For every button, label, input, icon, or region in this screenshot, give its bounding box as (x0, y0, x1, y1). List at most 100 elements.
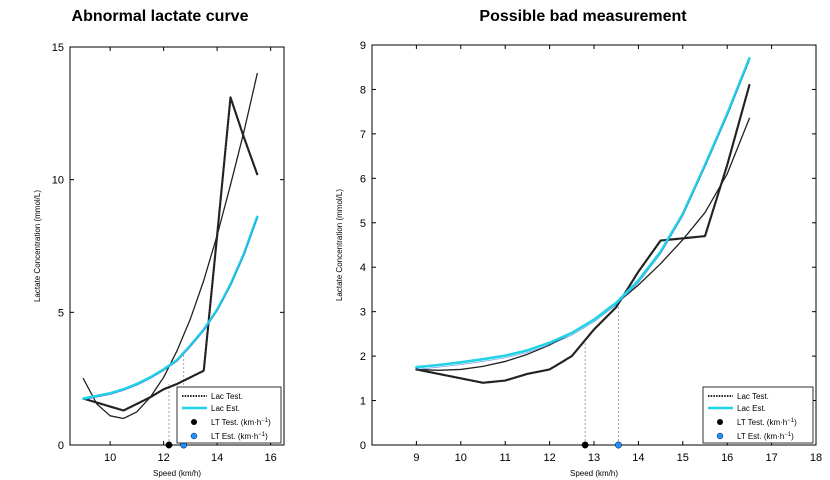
plot-frame (69, 46, 285, 446)
series-cyan-line (415, 57, 751, 369)
series-point (748, 57, 751, 59)
series-cyan-line (82, 215, 259, 400)
series-point (526, 373, 529, 375)
series-point (704, 235, 706, 237)
x-tick-label: 10 (455, 452, 467, 464)
legend-label-lac-est: Lac Est. (737, 404, 766, 413)
series-point (593, 328, 595, 331)
series-point (163, 388, 165, 390)
series-point (109, 405, 111, 408)
series-point (136, 411, 138, 413)
legend-superscript: −1 (784, 432, 792, 438)
x-tick-label: 16 (265, 452, 277, 464)
series-point (504, 360, 506, 363)
y-axis-label: Lactate Concentration (mmol/L) (335, 189, 344, 301)
series-point (660, 263, 662, 265)
legend-swatch-lt-est (190, 432, 198, 440)
series-point (660, 251, 662, 253)
y-tick-label: 5 (58, 307, 64, 319)
series-point (682, 239, 684, 241)
lt-marker (165, 441, 173, 449)
series-point (660, 239, 662, 242)
series-point (526, 349, 529, 351)
legend-superscript: −1 (787, 418, 795, 424)
series-point (704, 164, 706, 166)
series-point (122, 388, 125, 390)
x-tick-label: 10 (104, 452, 116, 464)
series-point (229, 184, 232, 186)
legend-superscript: −1 (261, 418, 269, 424)
legend-close-paren: ) (794, 418, 797, 427)
series-point (122, 409, 125, 412)
series-point (593, 319, 595, 321)
series-point (109, 415, 111, 417)
y-tick-label: 5 (360, 218, 366, 230)
legend-superscript: −1 (258, 432, 266, 438)
series-point (216, 234, 218, 236)
x-axis-label: Speed (km/h) (570, 469, 618, 478)
series-point (460, 377, 462, 379)
series-point (176, 383, 178, 385)
series-point (549, 368, 551, 371)
series-point (748, 117, 751, 119)
chart-0: 10 12 14 16 0 5 10 15 Speed (km/h) Lactate Concen… (33, 42, 285, 478)
x-tick-label: 17 (765, 452, 777, 464)
series-point (438, 364, 440, 366)
series-point (748, 84, 751, 86)
estimate-trace-line (416, 60, 750, 370)
x-tick-label: 9 (413, 452, 419, 464)
legend-swatch-lt-test (717, 419, 723, 425)
legend-close-paren: ) (265, 432, 268, 441)
series-point (504, 355, 506, 357)
series-point (726, 173, 728, 175)
legend-label-lac-test: Lac Test. (211, 392, 243, 401)
series-point (526, 353, 529, 355)
y-tick-label: 3 (360, 307, 366, 319)
series-point (438, 373, 440, 375)
series-point (82, 378, 84, 380)
series-point (438, 369, 440, 371)
series-point (149, 396, 151, 398)
right-chart-title: Possible bad measurement (479, 8, 687, 25)
series-point (704, 211, 706, 214)
legend-label-lt-test: LT Test. (km·h−1) (737, 418, 797, 427)
legend-close-paren: ) (268, 418, 271, 427)
series-point (149, 376, 151, 378)
series-point (415, 366, 417, 368)
legend-label-lt-est: LT Est. (km·h−1) (211, 432, 268, 441)
y-axis-label: Lactate Concentration (mmol/L) (33, 190, 42, 302)
y-tick-label: 10 (52, 175, 64, 187)
legend-close-paren: ) (791, 432, 794, 441)
series-point (615, 306, 617, 308)
series-dotted-black-line (415, 83, 751, 384)
series-point (109, 392, 111, 394)
series-point (189, 318, 191, 320)
x-axis-label: Speed (km/h) (153, 469, 201, 478)
series-point (189, 376, 191, 378)
series-point (482, 358, 484, 360)
series-point (176, 359, 178, 361)
series-point (460, 361, 462, 363)
series-point (482, 365, 484, 367)
series-point (637, 284, 640, 286)
y-tick-label: 7 (360, 129, 366, 141)
y-tick-label: 0 (58, 440, 64, 452)
y-tick-label: 9 (360, 40, 366, 52)
series-point (243, 136, 245, 138)
series-point (136, 383, 138, 385)
y-tick-label: 6 (360, 173, 366, 185)
series-point (163, 368, 165, 370)
series-point (682, 213, 684, 215)
series-point (504, 379, 506, 382)
x-tick-label: 16 (721, 452, 733, 464)
series-point (637, 271, 640, 273)
series-point (96, 403, 98, 405)
x-tick-label: 14 (211, 452, 223, 464)
x-tick-label: 12 (158, 452, 170, 464)
x-tick-label: 15 (677, 452, 689, 464)
series-point (637, 279, 640, 282)
y-tick-label: 0 (360, 440, 366, 452)
legend-swatch-lt-test (191, 419, 197, 425)
series-dotted-black-line (82, 96, 259, 412)
